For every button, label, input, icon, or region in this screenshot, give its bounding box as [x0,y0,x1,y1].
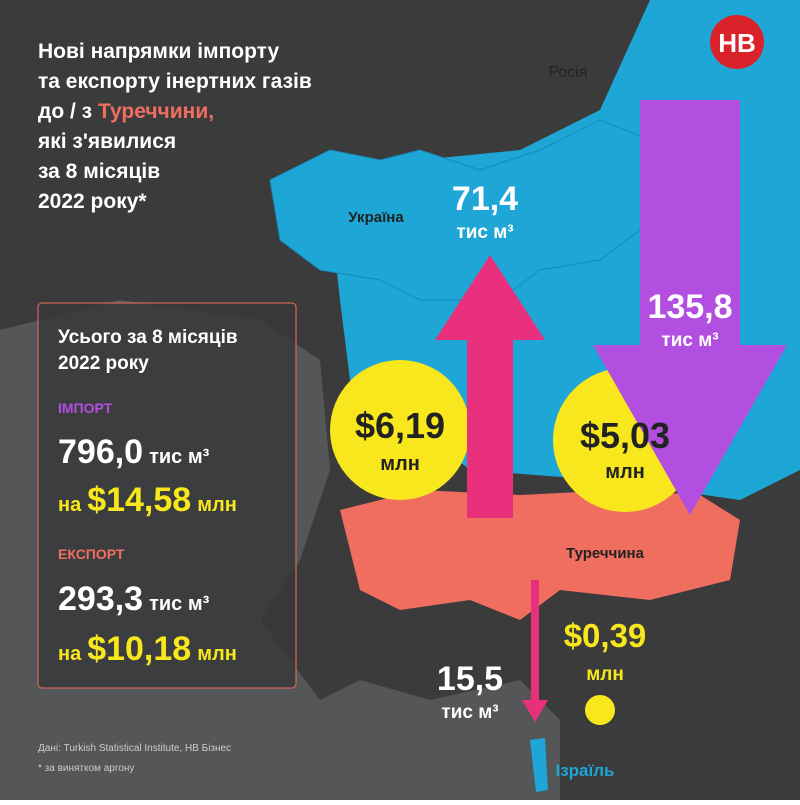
flow-volume: 15,5 [437,660,503,698]
value-circle [585,695,615,725]
summary-unit: тис м³ [149,593,210,615]
logo [710,15,764,69]
country-label: Росія [548,64,587,81]
summary-unit: млн [197,494,237,516]
title: до / з Туреччини, [38,100,214,123]
summary-unit: млн [197,643,237,665]
flow-volume: 71,4 [452,180,518,218]
summary-label: ЕКСПОРТ [58,546,125,562]
summary-value: на $14,58 млн [58,481,237,519]
value-circle [330,360,470,500]
turkey [340,490,740,620]
flow-unit: тис м³ [441,702,498,723]
summary-value: $10,18 [87,630,191,668]
flow-value: $0,39 [564,617,647,654]
logo-text: НВ [718,28,756,58]
country-label: Туреччина [566,545,645,562]
footnote: * за винятком аргону [38,763,134,774]
flow-value: $5,03 [580,415,670,456]
flow-volume: 135,8 [647,288,732,326]
summary-box [37,302,297,689]
summary-prefix: на [58,494,82,516]
summary-heading: 2022 року [58,353,149,374]
summary-heading: Усього за 8 місяців [58,327,238,348]
country-label: Ізраїль [555,761,614,780]
summary-value: на $10,18 млн [58,630,237,668]
summary-label: ІМПОРТ [58,400,113,416]
flow-value: $6,19 [355,405,445,446]
flow-unit: тис м³ [661,330,718,351]
flow-unit: млн [586,664,624,685]
title: та експорту інертних газів [38,70,312,93]
title-highlight: Туреччини, [98,100,214,123]
source: Дані: Turkish Statistical Institute, НВ … [38,743,231,754]
flow-unit: млн [380,453,420,475]
title: Нові напрямки імпорту [38,40,279,63]
title: за 8 місяців [38,160,160,183]
flow-unit: тис м³ [456,222,513,243]
export-arrow [435,255,545,518]
country-label: Україна [348,209,404,226]
export-arrow [522,580,548,722]
import-arrow [593,100,787,515]
summary-volume: 796,0 тис м³ [58,433,210,471]
title: до / з [38,100,98,123]
flow-unit: млн [605,461,645,483]
summary-prefix: на [58,643,82,665]
summary-value: $14,58 [87,481,191,519]
summary-volume: 293,3 тис м³ [58,580,210,618]
summary-volume: 796,0 [58,433,143,471]
title: 2022 року* [38,190,147,213]
summary-unit: тис м³ [149,446,210,468]
summary-volume: 293,3 [58,580,143,618]
israel [530,738,548,792]
title: які з'явилися [37,130,176,153]
